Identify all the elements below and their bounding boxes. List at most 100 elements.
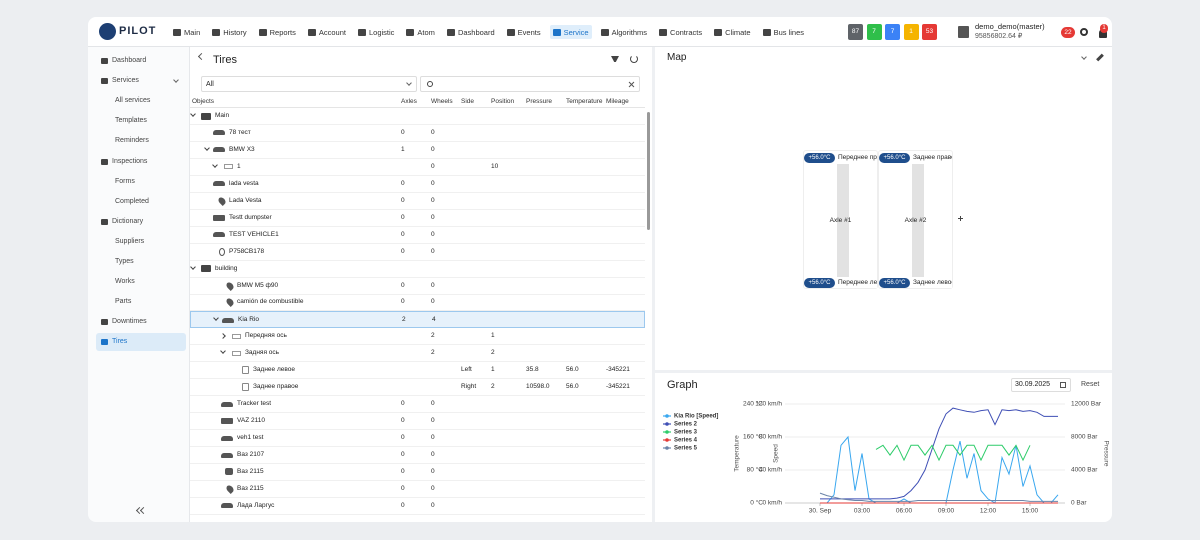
table-cell: 0 [401, 247, 405, 255]
row-icon [221, 418, 233, 425]
notifications-badge[interactable]: 22 [1061, 27, 1075, 38]
refresh-icon[interactable] [630, 55, 638, 63]
filter-select[interactable]: All [201, 76, 417, 92]
date-input[interactable]: 30.09.2025 [1011, 378, 1071, 392]
user-name[interactable]: demo_demo(master) [975, 22, 1045, 31]
table-row[interactable]: camión de combustible 0 0 [190, 294, 645, 312]
sidebar-label: Dictionary [112, 217, 144, 225]
sidebar-item[interactable]: Reminders [96, 132, 186, 150]
sidebar-item[interactable]: Tires [96, 333, 186, 352]
sidebar-item[interactable]: Templates [96, 112, 186, 130]
column-header: Axles [401, 98, 417, 105]
sidebar-item[interactable]: Parts [96, 293, 186, 311]
table-row[interactable]: Lada Vesta 0 0 [190, 193, 645, 210]
object-name: TEST VEHICLE1 [229, 230, 279, 238]
table-cell: -345221 [606, 366, 630, 374]
sidebar-label: Dashboard [112, 57, 147, 64]
table-row[interactable]: veh1 test 0 0 [190, 430, 645, 448]
nav-item[interactable]: Reports [256, 25, 299, 39]
sidebar-item[interactable]: Types [96, 253, 186, 271]
column-header: Pressure [526, 98, 553, 105]
nav-item[interactable]: Service [549, 25, 592, 39]
row-icon [217, 195, 227, 206]
table-row[interactable]: BMW X3 1 0 [190, 142, 645, 159]
nav-item[interactable]: Dashboard [444, 25, 498, 39]
reset-button[interactable]: Reset [1081, 381, 1100, 388]
settings-icon[interactable] [1080, 28, 1088, 36]
sidebar-icon [101, 319, 108, 326]
table-row[interactable]: building [190, 261, 645, 278]
sidebar-item[interactable]: Completed [96, 193, 186, 211]
table-cell: 56.0 [566, 383, 579, 391]
object-name: 78 тест [229, 128, 251, 136]
table-row[interactable]: Tracker test 0 0 [190, 396, 645, 414]
table-row[interactable]: Ваз 2107 0 0 [190, 447, 645, 464]
table-row[interactable]: TEST VEHICLE1 0 0 [190, 227, 645, 244]
status-badge[interactable]: 7 [866, 24, 882, 40]
nav-item[interactable]: Logistic [355, 25, 397, 39]
filter-icon[interactable] [611, 56, 619, 62]
table-cell: 0 [401, 230, 405, 238]
status-badge[interactable]: 7 [885, 24, 900, 40]
status-badge[interactable]: 87 [848, 24, 863, 40]
nav: Main History Reports Account Logistic Atom Das… [170, 25, 807, 39]
search-input[interactable] [420, 76, 640, 92]
nav-item[interactable]: Atom [403, 25, 438, 39]
table-row[interactable]: Заднее левое Left 1 35.8 56.0 -345221 [190, 362, 645, 380]
table-row[interactable]: Ваз 2115 0 0 [190, 464, 645, 481]
sidebar-item[interactable]: Inspections [96, 153, 186, 171]
row-icon [213, 214, 225, 221]
collapse-button[interactable] [135, 506, 148, 515]
nav-item[interactable]: Contracts [656, 25, 705, 39]
table-cell: 1 [491, 366, 495, 374]
sidebar-item[interactable]: Forms [96, 173, 186, 191]
table-row[interactable]: Лада Ларгус 0 0 [190, 498, 645, 515]
object-name: Lada Vesta [229, 196, 262, 204]
status-badge[interactable]: 1 [903, 24, 919, 40]
wheel-name: Переднее левое [838, 278, 877, 288]
table-cell: -345221 [606, 383, 630, 391]
table-cell: 0 [431, 298, 435, 306]
sidebar-item[interactable]: Dictionary [96, 213, 186, 231]
table-row[interactable]: Заднее правое Right 2 10598.0 56.0 -345221 [190, 379, 645, 397]
nav-label: Bus lines [773, 27, 805, 37]
sidebar-label: Templates [115, 117, 147, 125]
table-row[interactable]: P758CB178 0 0 [190, 244, 645, 261]
sidebar-item[interactable]: Works [96, 273, 186, 291]
sidebar-label: Downtimes [112, 318, 147, 326]
table-row[interactable]: Kia Rio 2 4 [190, 311, 645, 329]
sidebar-item[interactable]: Dashboard [96, 52, 186, 70]
table-row[interactable]: Передняя ось 2 1 [190, 328, 645, 346]
sidebar-item[interactable]: Services [96, 72, 186, 90]
table-cell: 0 [431, 484, 435, 492]
nav-item[interactable]: Algorithms [598, 25, 650, 39]
nav-item[interactable]: Account [305, 25, 349, 39]
sidebar-item[interactable]: Downtimes [96, 313, 186, 331]
object-name: Заднее левое [253, 366, 295, 374]
table-row[interactable]: Testt dumpster 0 0 [190, 210, 645, 227]
nav-item[interactable]: Events [504, 25, 544, 39]
table-row[interactable]: Ваз 2115 0 0 [190, 481, 645, 498]
table-row[interactable]: BMW M5 ф90 0 0 [190, 278, 645, 295]
column-header: Objects [192, 98, 215, 105]
object-name: Задняя ось [245, 349, 280, 357]
table-row[interactable]: VAZ 2110 0 0 [190, 413, 645, 431]
bell-icon[interactable] [1099, 29, 1107, 38]
table-row[interactable]: 1 0 10 [190, 159, 645, 176]
status-badge[interactable]: 53 [922, 24, 937, 40]
table-row[interactable]: Main [190, 108, 645, 125]
row-icon [225, 280, 235, 291]
table-row[interactable]: 78 тест 0 0 [190, 125, 645, 142]
nav-item[interactable]: Climate [711, 25, 753, 39]
table-cell: 0 [401, 467, 405, 475]
nav-item[interactable]: History [209, 25, 249, 39]
table-row[interactable]: Задняя ось 2 2 [190, 345, 645, 363]
nav-item[interactable]: Bus lines [760, 25, 807, 39]
sidebar-item[interactable]: Suppliers [96, 233, 186, 251]
nav-item[interactable]: Main [170, 25, 203, 39]
sidebar-item[interactable]: All services [96, 92, 186, 110]
column-header: Side [461, 98, 475, 105]
table-row[interactable]: lada vesta 0 0 [190, 176, 645, 193]
calendar-icon [1060, 382, 1066, 388]
